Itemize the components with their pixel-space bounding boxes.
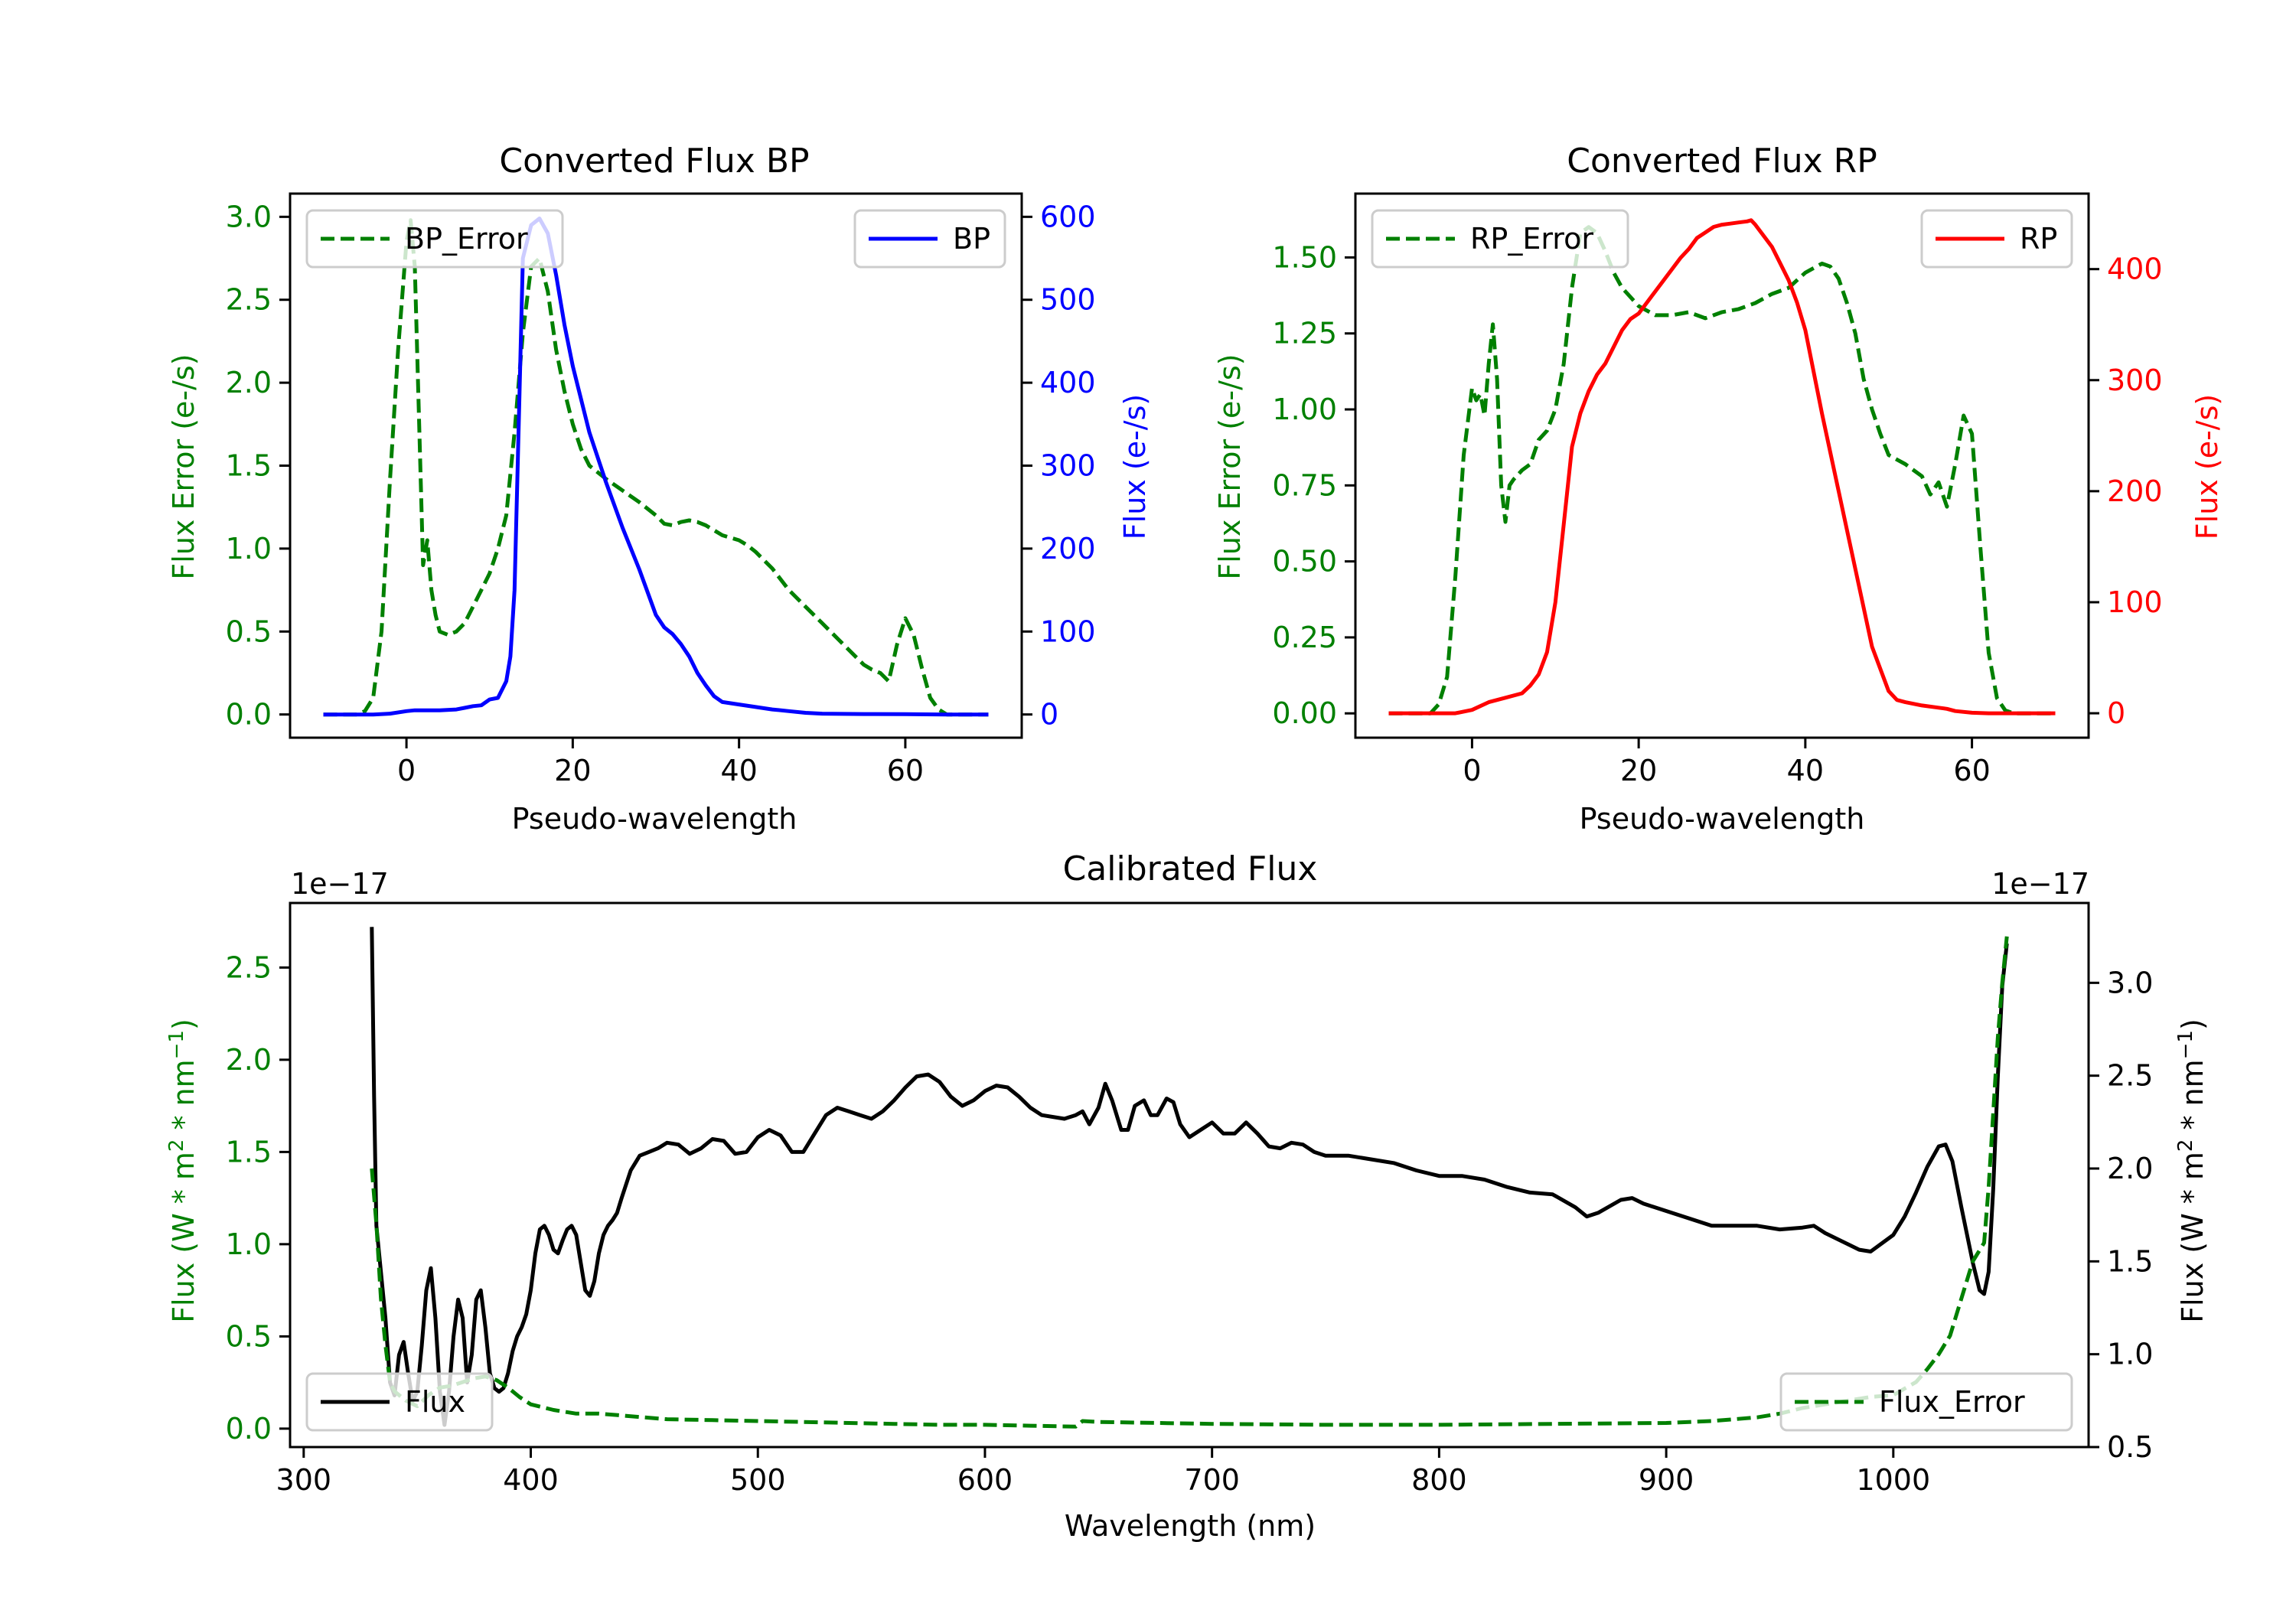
- calibrated-ylabel-left: Flux (W * m2 * nm−1): [165, 1019, 201, 1323]
- calibrated-ytick-right-label: 1.5: [2107, 1244, 2153, 1278]
- rp-title: Converted Flux RP: [1567, 142, 1877, 181]
- legend-label: Flux: [405, 1385, 465, 1419]
- calibrated-xtick-label: 700: [1184, 1463, 1240, 1497]
- calibrated-xtick-label: 300: [276, 1463, 332, 1497]
- calibrated-ytick-right-label: 1.0: [2107, 1338, 2153, 1371]
- calibrated-xtick-label: 500: [730, 1463, 786, 1497]
- bp-ylabel-left: Flux Error (e-/s): [167, 354, 201, 579]
- bp-ytick-left-label: 1.0: [226, 532, 272, 566]
- legend-label: RP: [2020, 222, 2057, 256]
- bp-ytick-right-label: 600: [1040, 200, 1096, 233]
- bp-series-bp: [323, 217, 989, 717]
- bp-xtick-label: 60: [887, 754, 924, 787]
- bp-ytick-right-label: 300: [1040, 449, 1096, 483]
- rp-ytick-left-label: 0.25: [1272, 621, 1337, 654]
- calibrated-ytick-right-label: 3.0: [2107, 966, 2153, 999]
- rp-ylabel-left: Flux Error (e-/s): [1213, 354, 1247, 579]
- rp-xtick-label: 60: [1953, 754, 1990, 787]
- rp-ytick-left-label: 0.50: [1272, 545, 1337, 579]
- rp-xlabel: Pseudo-wavelength: [1580, 802, 1865, 836]
- rp-ytick-left-label: 1.25: [1272, 317, 1337, 350]
- rp-panel: Converted Flux RP Pseudo-wavelength Flux…: [1213, 142, 2224, 836]
- rp-series-rp: [1388, 218, 2056, 715]
- bp-ytick-right-label: 500: [1040, 283, 1096, 317]
- rp-legend-rp: RP: [1920, 209, 2073, 269]
- calibrated-xtick-label: 400: [503, 1463, 559, 1497]
- bp-xlabel: Pseudo-wavelength: [512, 802, 797, 836]
- bp-ytick-left-label: 3.0: [226, 200, 272, 233]
- rp-xtick-label: 40: [1787, 754, 1824, 787]
- bp-xtick-label: 20: [554, 754, 591, 787]
- calibrated-xtick-label: 900: [1639, 1463, 1694, 1497]
- calibrated-axes-frame: [289, 901, 2090, 1449]
- calibrated-ytick-right-label: 2.0: [2107, 1152, 2153, 1185]
- bp-xtick-label: 0: [397, 754, 416, 787]
- calibrated-ylabel-right: Flux (W * m2 * nm−1): [2174, 1019, 2210, 1323]
- rp-ytick-right-label: 300: [2107, 363, 2163, 397]
- rp-ytick-left-label: 0.75: [1272, 468, 1337, 502]
- rp-ytick-right-label: 0: [2107, 696, 2125, 730]
- rp-ylabel-right: Flux (e-/s): [2190, 394, 2224, 539]
- calibrated-xlabel: Wavelength (nm): [1065, 1509, 1316, 1543]
- rp-ytick-left-label: 0.00: [1272, 696, 1337, 730]
- calibrated-ytick-left-label: 1.0: [226, 1227, 272, 1261]
- rp-ytick-right-label: 200: [2107, 474, 2163, 508]
- calibrated-offset-right: 1e−17: [1991, 867, 2089, 901]
- rp-axes-frame: [1354, 192, 2090, 739]
- bp-panel: Converted Flux BP Pseudo-wavelength Flux…: [167, 142, 1152, 836]
- bp-ytick-left-label: 1.5: [226, 449, 272, 483]
- calibrated-ytick-left-label: 0.0: [226, 1412, 272, 1446]
- calibrated-legend-flux: Flux: [305, 1372, 494, 1432]
- bp-ytick-right-label: 200: [1040, 532, 1096, 566]
- calibrated-ytick-right-label: 0.5: [2107, 1430, 2153, 1464]
- bp-ytick-left-label: 0.5: [226, 614, 272, 648]
- legend-box: [1779, 1372, 2073, 1432]
- bp-xtick-label: 40: [720, 754, 757, 787]
- rp-xtick-label: 20: [1620, 754, 1657, 787]
- legend-box: [305, 209, 564, 269]
- calibrated-xtick-label: 1000: [1856, 1463, 1930, 1497]
- bp-ytick-left-label: 2.5: [226, 283, 272, 317]
- bp-series-bp-error: [323, 218, 989, 717]
- bp-legend-bp-error: BP_Error: [305, 209, 564, 269]
- calibrated-panel: Calibrated Flux Wavelength (nm) 1e−17 1e…: [165, 849, 2210, 1543]
- rp-series-rp-error: [1388, 225, 2056, 715]
- calibrated-legend-flux-error: Flux_Error: [1779, 1372, 2073, 1432]
- calibrated-series-flux: [370, 927, 2009, 1427]
- legend-box: [1371, 209, 1629, 269]
- legend-label: RP_Error: [1470, 222, 1593, 256]
- bp-ytick-left-label: 0.0: [226, 698, 272, 732]
- rp-ytick-right-label: 400: [2107, 253, 2163, 286]
- legend-box: [305, 1372, 494, 1432]
- calibrated-xtick-label: 600: [957, 1463, 1013, 1497]
- legend-label: BP_Error: [405, 222, 528, 256]
- rp-ytick-left-label: 1.00: [1272, 393, 1337, 426]
- rp-legend-rp-error: RP_Error: [1371, 209, 1629, 269]
- calibrated-ytick-right-label: 2.5: [2107, 1059, 2153, 1093]
- bp-title: Converted Flux BP: [499, 142, 809, 181]
- bp-legend-bp: BP: [853, 209, 1006, 269]
- rp-ytick-left-label: 1.50: [1272, 240, 1337, 274]
- calibrated-ytick-left-label: 0.5: [226, 1319, 272, 1353]
- rp-ytick-right-label: 100: [2107, 585, 2163, 619]
- bp-ytick-right-label: 0: [1040, 698, 1058, 732]
- rp-xtick-label: 0: [1463, 754, 1481, 787]
- calibrated-ytick-left-label: 2.5: [226, 950, 272, 984]
- calibrated-xtick-label: 800: [1411, 1463, 1467, 1497]
- bp-ylabel-right: Flux (e-/s): [1118, 394, 1152, 539]
- calibrated-ytick-left-label: 1.5: [226, 1135, 272, 1169]
- bp-ytick-right-label: 100: [1040, 614, 1096, 648]
- calibrated-title: Calibrated Flux: [1063, 849, 1318, 888]
- calibrated-offset-left: 1e−17: [291, 867, 389, 901]
- calibrated-ytick-left-label: 2.0: [226, 1043, 272, 1077]
- legend-label: Flux_Error: [1879, 1385, 2025, 1419]
- bp-ytick-right-label: 400: [1040, 366, 1096, 399]
- legend-label: BP: [953, 222, 990, 256]
- bp-ytick-left-label: 2.0: [226, 366, 272, 399]
